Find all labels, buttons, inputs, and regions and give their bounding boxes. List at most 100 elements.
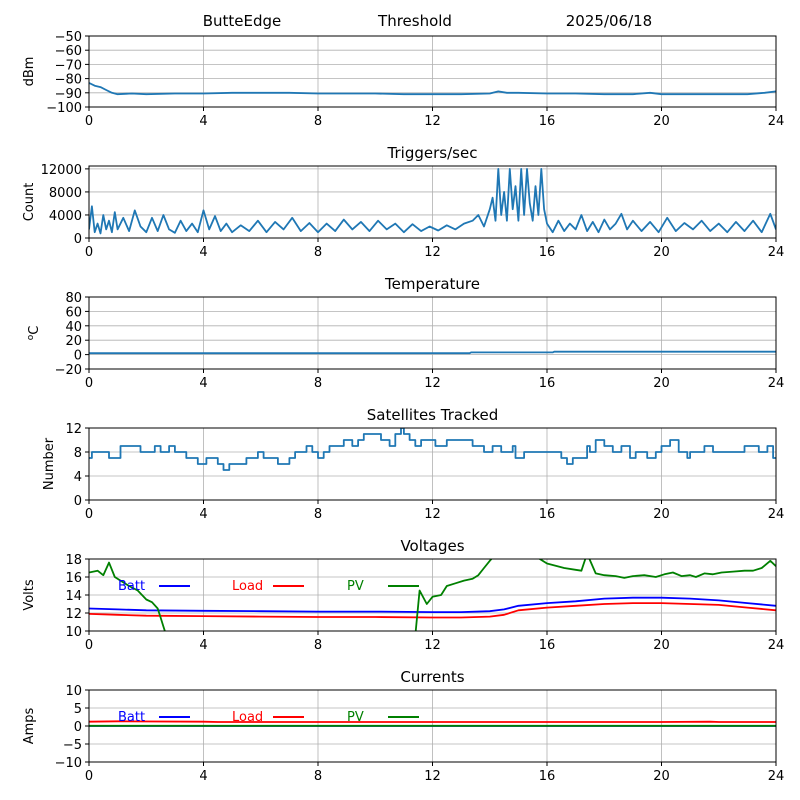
panel-triggers: 0 4 8 12 16 20 24 0 4000 8000 12000 Triggers/sec Cou… — [22, 144, 784, 260]
x-tick-label: 12 — [424, 769, 441, 784]
panel-title: Triggers/sec — [387, 144, 478, 162]
panel-title: Voltages — [400, 537, 464, 555]
x-tick-label: 24 — [768, 376, 785, 391]
x-tick-label: 20 — [653, 245, 670, 260]
series-line-load — [89, 602, 776, 619]
x-tick-label: 8 — [314, 769, 322, 784]
y-tick-label: 12000 — [41, 163, 82, 178]
y-tick-label: −20 — [55, 363, 82, 378]
legend-label-pv: PV — [347, 579, 364, 594]
y-tick-label: 80 — [65, 291, 82, 306]
y-axis-label: Amps — [22, 707, 37, 744]
x-tick-label: 4 — [199, 245, 207, 260]
legend-label-batt: Batt — [118, 579, 145, 594]
x-tick-label: 20 — [653, 114, 670, 129]
x-tick-label: 4 — [199, 507, 207, 522]
legend-label-batt: Batt — [118, 710, 145, 725]
x-tick-label: 8 — [314, 638, 322, 653]
y-tick-label: 10 — [65, 684, 82, 699]
station-name: ButteEdge — [203, 12, 282, 30]
y-axis-label: Count — [22, 183, 37, 222]
x-tick-label: 20 — [653, 769, 670, 784]
x-tick-label: 8 — [314, 376, 322, 391]
y-tick-label: −100 — [46, 101, 82, 116]
x-tick-label: 12 — [424, 245, 441, 260]
x-tick-label: 16 — [539, 769, 556, 784]
plot-mode: Threshold — [377, 12, 452, 30]
x-tick-label: 0 — [85, 769, 93, 784]
series-line-0 — [89, 428, 776, 471]
legend-label-load: Load — [232, 710, 263, 725]
x-tick-label: 0 — [85, 507, 93, 522]
x-tick-label: 4 — [199, 114, 207, 129]
y-axis-label: dBm — [22, 57, 37, 87]
panel-title: Temperature — [384, 275, 480, 293]
x-tick-label: 0 — [85, 638, 93, 653]
y-tick-label: −90 — [55, 87, 82, 102]
x-tick-label: 0 — [85, 245, 93, 260]
legend-label-pv: PV — [347, 710, 364, 725]
x-tick-label: 4 — [199, 769, 207, 784]
x-tick-label: 0 — [85, 376, 93, 391]
panel-satellites: 0 4 8 12 16 20 24 0 4 8 12 Satellites Tracked Number — [42, 406, 784, 522]
panel-title: Currents — [400, 668, 464, 686]
y-tick-label: −10 — [55, 756, 82, 771]
series-line-pv — [89, 559, 776, 631]
y-tick-label: −70 — [55, 58, 82, 73]
x-tick-label: 20 — [653, 376, 670, 391]
x-tick-label: 24 — [768, 507, 785, 522]
plot-date: 2025/06/18 — [566, 12, 652, 30]
y-tick-label: −5 — [63, 738, 82, 753]
y-tick-label: 4000 — [49, 209, 82, 224]
x-tick-label: 20 — [653, 638, 670, 653]
panel-currents: 0 4 8 12 16 20 24 −10 −5 0 5 10 Currents Amps Batt Load… — [22, 668, 784, 784]
panel-voltages: 0 4 8 12 16 20 24 10 12 14 16 18 Voltages Volts Batt Lo… — [22, 537, 784, 653]
y-tick-label: 14 — [65, 589, 82, 604]
y-tick-label: 16 — [65, 571, 82, 586]
y-tick-label: 4 — [74, 470, 82, 485]
x-tick-label: 12 — [424, 376, 441, 391]
x-tick-label: 16 — [539, 507, 556, 522]
y-tick-label: 40 — [65, 320, 82, 335]
x-tick-label: 4 — [199, 376, 207, 391]
y-tick-label: 5 — [74, 702, 82, 717]
panel-rssi: 0 4 8 12 16 20 24 −100−90−80−70−60−50 dBm — [22, 30, 784, 129]
x-tick-label: 20 — [653, 507, 670, 522]
series-line-0 — [89, 167, 776, 235]
x-tick-label: 16 — [539, 376, 556, 391]
series-line-load — [89, 720, 776, 723]
y-tick-label: 12 — [65, 607, 82, 622]
x-tick-label: 12 — [424, 114, 441, 129]
x-tick-label: 4 — [199, 638, 207, 653]
series-line-0 — [89, 82, 776, 96]
y-tick-label: 60 — [65, 305, 82, 320]
y-tick-label: 18 — [65, 553, 82, 568]
y-tick-label: −50 — [55, 30, 82, 45]
y-tick-label: −60 — [55, 44, 82, 59]
y-tick-label: 8 — [74, 446, 82, 461]
y-tick-label: 10 — [65, 625, 82, 640]
panel-title: Satellites Tracked — [367, 406, 498, 424]
y-tick-label: 0 — [74, 494, 82, 509]
y-axis-label: oC — [26, 326, 42, 341]
y-tick-label: −80 — [55, 73, 82, 88]
y-tick-label: 0 — [74, 720, 82, 735]
series-line-batt — [89, 596, 776, 613]
x-tick-label: 0 — [85, 114, 93, 129]
x-tick-label: 16 — [539, 114, 556, 129]
y-axis-label: Volts — [22, 579, 37, 611]
y-tick-label: 0 — [74, 349, 82, 364]
x-tick-label: 8 — [314, 114, 322, 129]
y-tick-label: 0 — [74, 232, 82, 247]
x-tick-label: 8 — [314, 245, 322, 260]
x-tick-label: 16 — [539, 245, 556, 260]
y-tick-label: 12 — [65, 422, 82, 437]
x-tick-label: 12 — [424, 638, 441, 653]
x-tick-label: 8 — [314, 507, 322, 522]
x-tick-label: 24 — [768, 638, 785, 653]
x-tick-label: 16 — [539, 638, 556, 653]
series-line-0 — [89, 350, 776, 355]
